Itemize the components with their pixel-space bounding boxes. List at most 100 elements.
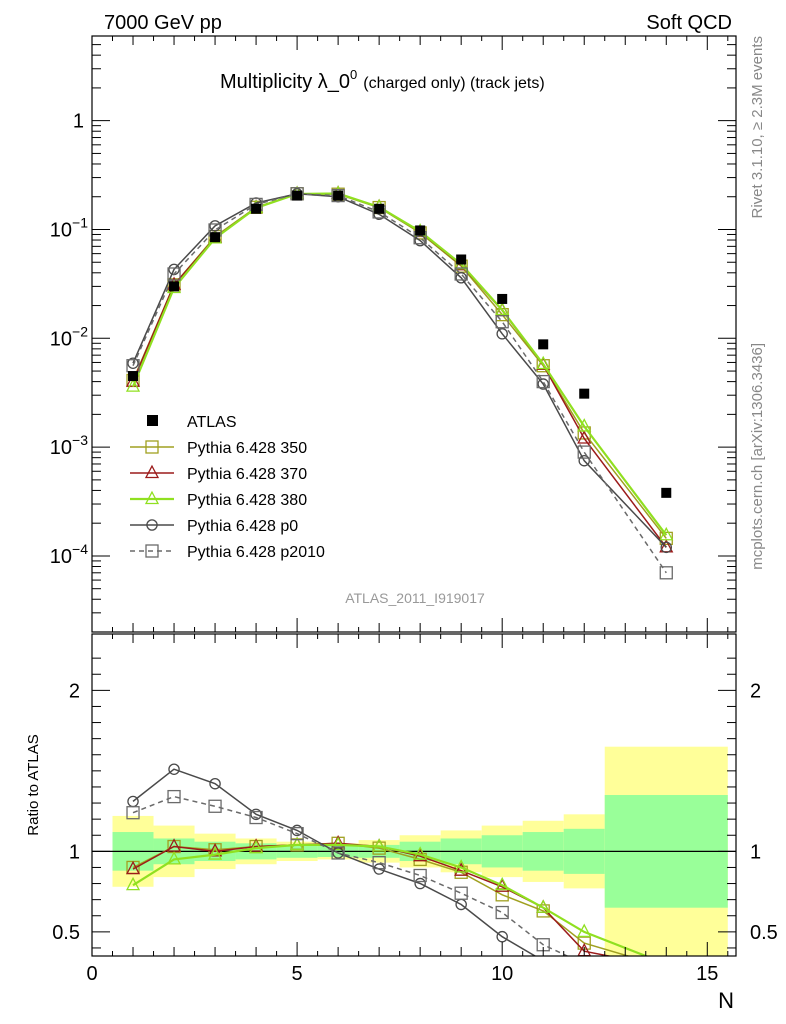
title-main: Multiplicity λ_0 bbox=[220, 71, 350, 93]
ratio-point-380-12 bbox=[577, 923, 592, 937]
y-tick-label-main-0: 1 bbox=[73, 111, 84, 133]
x-tick-label-15: 15 bbox=[696, 963, 718, 985]
atlas-point-3 bbox=[210, 232, 221, 243]
x-tick-label-5: 5 bbox=[292, 963, 303, 985]
atlas-point-2 bbox=[169, 281, 180, 292]
ratio-point-380-6 bbox=[331, 836, 346, 851]
ratio-series bbox=[125, 763, 649, 956]
legend-marker-p0 bbox=[146, 519, 158, 531]
main-point-p2010-6 bbox=[331, 188, 345, 203]
atlas-point-12 bbox=[579, 388, 590, 399]
y-tick-label-ratio-r-2: 2 bbox=[750, 680, 761, 702]
main-point-p0-8 bbox=[414, 234, 426, 247]
ratio-point-p0-6 bbox=[332, 847, 344, 859]
ratio-point-380-1 bbox=[125, 876, 141, 891]
legend-label-370: Pythia 6.428 370 bbox=[187, 466, 307, 483]
y-tick-label-ratio-l-0.5: 0.5 bbox=[52, 922, 80, 944]
ratio-point-380-11 bbox=[536, 899, 551, 913]
ratio-bands bbox=[92, 746, 736, 956]
y-tick-label-main-4: 10−4 bbox=[50, 541, 88, 568]
legend-marker-350 bbox=[145, 440, 159, 454]
y-tick-label-ratio-r-0.5: 0.5 bbox=[750, 922, 778, 944]
legend-label-p0: Pythia 6.428 p0 bbox=[187, 518, 298, 535]
ratio-frame bbox=[91, 633, 737, 957]
x-axis-label: N bbox=[718, 988, 734, 1013]
ratio-point-p2010-10 bbox=[495, 905, 509, 920]
atlas-point-14 bbox=[661, 487, 672, 498]
ratio-point-380-3 bbox=[207, 846, 223, 860]
ratio-point-380-5 bbox=[290, 836, 305, 851]
main-point-p0-14 bbox=[660, 541, 673, 554]
main-point-p2010-12 bbox=[577, 445, 591, 459]
ratio-point-p2010-9 bbox=[454, 886, 468, 900]
atlas-point-11 bbox=[538, 339, 549, 350]
ratio-point-p2010-1 bbox=[126, 806, 140, 820]
legend-label-p2010: Pythia 6.428 p2010 bbox=[187, 544, 325, 561]
ratio-point-380-10 bbox=[495, 876, 510, 891]
main-point-p0-11 bbox=[537, 378, 549, 390]
main-point-380-14 bbox=[659, 526, 674, 541]
atlas-point-1 bbox=[128, 371, 139, 382]
ratio-point-370-4 bbox=[248, 838, 264, 852]
title-sup: 0 bbox=[350, 67, 357, 82]
main-line-350 bbox=[132, 193, 667, 539]
y-tick-label-main-2: 10−2 bbox=[50, 323, 88, 350]
main-point-p2010-14 bbox=[659, 566, 673, 580]
main-point-380-1 bbox=[125, 378, 141, 392]
ratio-point-p2010-5 bbox=[290, 826, 304, 841]
y-tick-label-ratio-l-1: 1 bbox=[69, 841, 80, 863]
main-point-p0-10 bbox=[496, 328, 508, 340]
ratio-line-380 bbox=[132, 843, 649, 956]
atlas-point-5 bbox=[292, 190, 303, 201]
plot-title: Multiplicity λ_00 (charged only) (track j… bbox=[220, 67, 545, 93]
ratio-point-p0-4 bbox=[250, 808, 262, 821]
header-right: Soft QCD bbox=[646, 12, 732, 34]
ratio-y-label: Ratio to ATLAS bbox=[25, 734, 42, 835]
main-point-p0-3 bbox=[209, 220, 221, 232]
main-point-380-12 bbox=[577, 418, 592, 432]
main-point-p0-9 bbox=[455, 272, 467, 284]
y-tick-label-ratio-l-2: 2 bbox=[69, 680, 80, 702]
ratio-point-p0-10 bbox=[496, 930, 508, 943]
ratio-line-p2010 bbox=[132, 795, 569, 956]
atlas-point-9 bbox=[456, 254, 467, 265]
ratio-point-380-8 bbox=[413, 846, 428, 860]
main-line-p2010 bbox=[132, 193, 667, 574]
main-point-p0-1 bbox=[127, 357, 139, 369]
y-tick-label-ratio-r-1: 1 bbox=[750, 841, 761, 863]
main-point-p2010-10 bbox=[495, 315, 509, 329]
ratio-point-370-1 bbox=[125, 860, 141, 875]
ratio-point-p2010-4 bbox=[249, 810, 263, 825]
watermark: ATLAS_2011_I919017 bbox=[345, 590, 485, 606]
legend-marker-p2010 bbox=[145, 544, 159, 558]
main-line-p0 bbox=[132, 193, 667, 548]
ratio-point-370-3 bbox=[207, 843, 223, 857]
y-tick-exp-1: −1 bbox=[72, 214, 88, 230]
legend-marker-atlas bbox=[147, 415, 158, 426]
ratio-point-370-2 bbox=[166, 838, 182, 852]
x-tick-label-0: 0 bbox=[86, 963, 97, 985]
main-point-350-11 bbox=[536, 359, 550, 373]
ratio-point-p2010-7 bbox=[372, 855, 386, 870]
legend-label-380: Pythia 6.428 380 bbox=[187, 492, 307, 509]
y-tick-exp-2: −2 bbox=[72, 323, 88, 339]
ratio-point-p0-8 bbox=[414, 877, 426, 890]
mcplots-label: mcplots.cern.ch [arXiv:1306.3436] bbox=[749, 343, 766, 570]
x-tick-label-10: 10 bbox=[491, 963, 513, 985]
main-point-380-10 bbox=[495, 301, 510, 316]
legend-label-350: Pythia 6.428 350 bbox=[187, 440, 307, 457]
atlas-point-8 bbox=[415, 225, 426, 236]
ratio-point-p0-2 bbox=[168, 763, 180, 775]
legend-label-atlas: ATLAS bbox=[187, 414, 237, 431]
ratio-point-350-10 bbox=[495, 888, 509, 902]
ratio-point-380-7 bbox=[372, 838, 387, 852]
legend-marker-370 bbox=[144, 464, 160, 479]
title-sub: (charged only) (track jets) bbox=[363, 75, 544, 92]
ratio-point-380-9 bbox=[454, 859, 469, 873]
main-frame bbox=[91, 35, 737, 633]
ratio-point-380-2 bbox=[166, 851, 182, 865]
main-point-380-11 bbox=[536, 355, 551, 370]
main-point-p2010-2 bbox=[167, 267, 181, 281]
